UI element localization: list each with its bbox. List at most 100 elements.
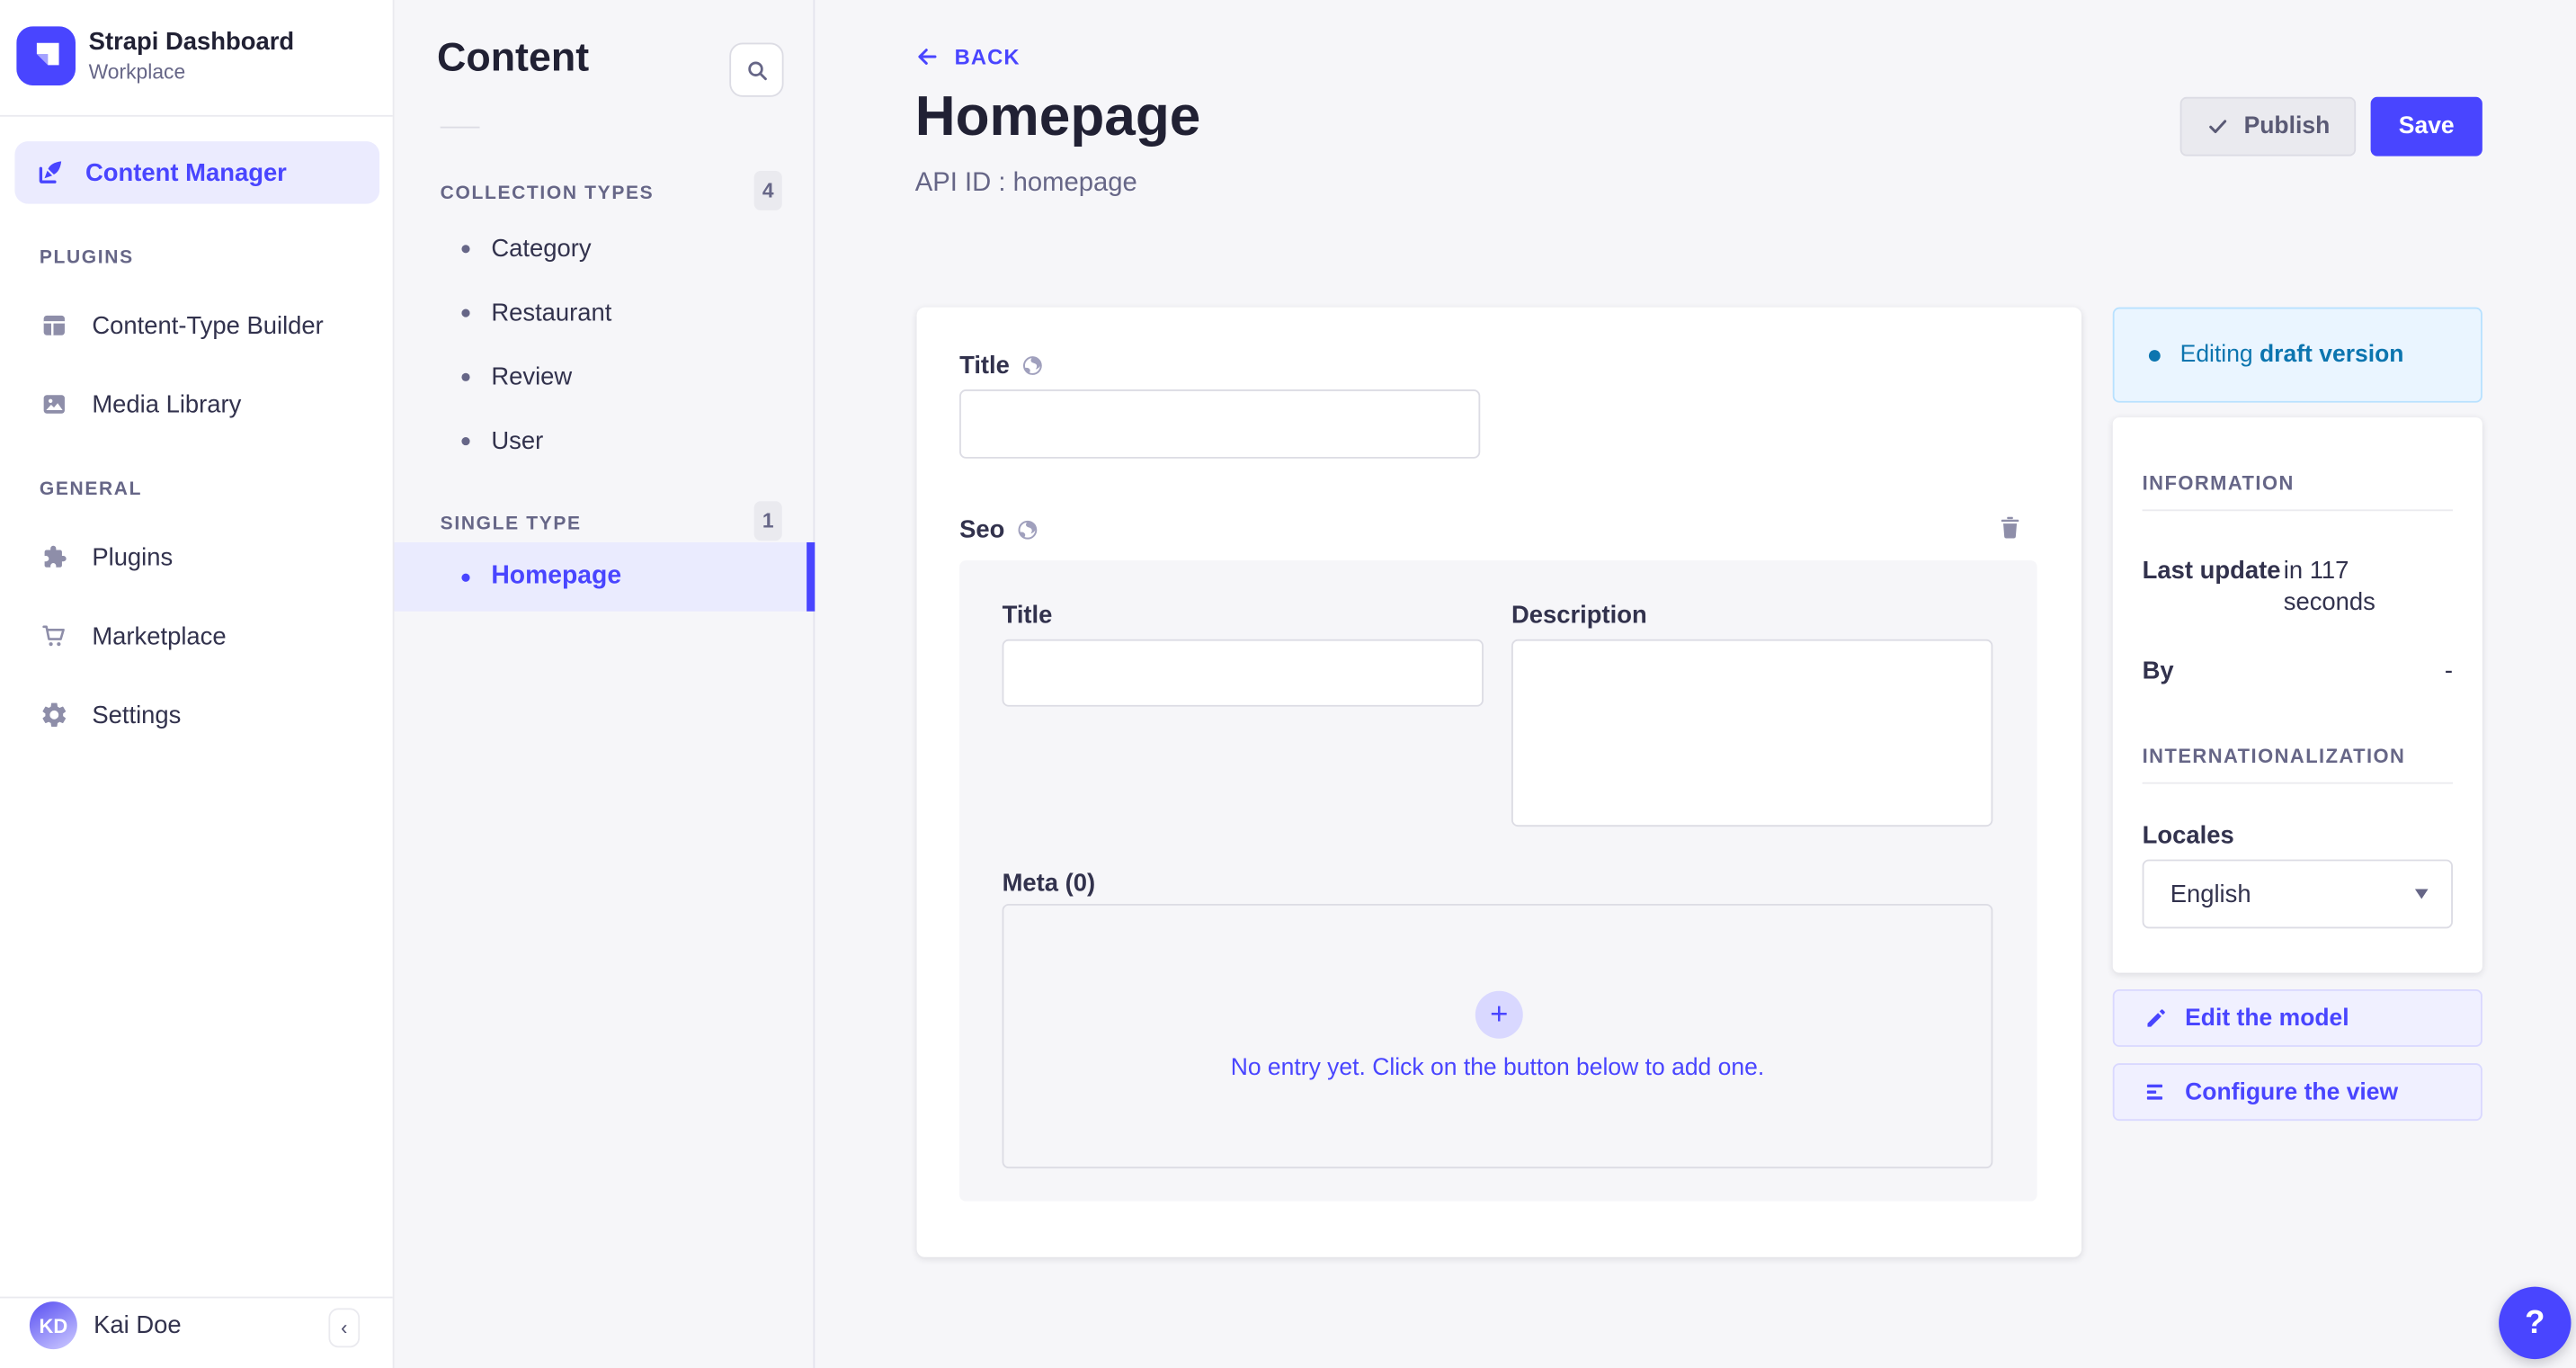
meta-empty-text: No entry yet. Click on the button below … [1230, 1055, 1765, 1082]
subnav-item-label: Restaurant [491, 298, 612, 326]
collapse-sidebar-button[interactable]: ‹ [328, 1308, 361, 1348]
help-button[interactable]: ? [2499, 1286, 2572, 1360]
subnav-item-label: User [491, 426, 544, 455]
sidebar-item-label: Content-Type Builder [92, 311, 324, 340]
subnav-item-label: Category [491, 234, 592, 263]
back-label: BACK [954, 44, 1021, 69]
action-label: Configure the view [2185, 1078, 2399, 1105]
sidebar-section-plugins: PLUGINS [39, 247, 134, 268]
subnav-item-user[interactable]: User [395, 417, 816, 463]
info-value: - [2444, 657, 2453, 685]
subnav-section-collection-types: COLLECTION TYPES [440, 183, 655, 204]
subnav-item-review[interactable]: Review [395, 353, 816, 399]
strapi-logo-icon [16, 26, 76, 86]
check-icon [2206, 115, 2230, 139]
sidebar-item-content-type-builder[interactable]: Content-Type Builder [40, 306, 324, 345]
image-icon [40, 389, 69, 419]
subnav-item-label: Review [491, 362, 573, 390]
sidebar-item-marketplace[interactable]: Marketplace [40, 616, 227, 656]
sidebar-item-label: Marketplace [92, 621, 227, 650]
seo-description-textarea[interactable] [1511, 639, 1993, 827]
info-value: in 117 seconds [2283, 557, 2375, 616]
bullet-icon [461, 572, 470, 581]
layout-icon [40, 310, 69, 340]
entry-form-card: Title Seo [916, 307, 2082, 1257]
draft-version-banner: Editing draft version [2112, 307, 2482, 403]
sidebar-item-label: Content Manager [85, 158, 287, 187]
sidebar-item-media-library[interactable]: Media Library [40, 385, 242, 425]
publish-label: Publish [2243, 113, 2331, 140]
divider [2142, 782, 2453, 784]
title-field-label: Title [959, 352, 1010, 380]
info-row-last-update: Last update in 117 seconds [2143, 557, 2453, 619]
api-id-subtitle: API ID : homepage [914, 169, 1137, 198]
arrow-left-icon [915, 44, 940, 68]
seo-title-label: Title [1002, 601, 1053, 630]
list-icon [2144, 1079, 2168, 1104]
edit-the-model-button[interactable]: Edit the model [2112, 988, 2482, 1047]
subnav-section-single-type: SINGLE TYPE [440, 514, 582, 534]
save-label: Save [2398, 113, 2455, 140]
divider [0, 114, 393, 117]
sidebar-item-label: Media Library [92, 389, 242, 419]
status-dot-icon [2148, 349, 2161, 362]
bullet-icon [461, 244, 470, 253]
delete-seo-button[interactable] [1996, 513, 2029, 546]
cart-icon [40, 621, 69, 651]
gear-icon [40, 700, 69, 729]
single-type-count: 1 [753, 501, 782, 541]
info-row-by: By - [2143, 657, 2453, 688]
locale-select[interactable]: English [2142, 859, 2453, 929]
divider [2142, 509, 2453, 512]
save-button[interactable]: Save [2370, 96, 2482, 156]
locales-label: Locales [2142, 821, 2234, 850]
add-meta-entry-button[interactable]: + [1475, 990, 1523, 1039]
collection-types-count: 4 [753, 171, 782, 210]
avatar: KD [29, 1301, 77, 1350]
subnav-item-restaurant[interactable]: Restaurant [395, 290, 816, 335]
search-icon [744, 57, 770, 83]
seo-title-input[interactable] [1002, 639, 1484, 707]
app-title: Strapi Dashboard [88, 28, 295, 57]
information-panel: INFORMATION Last update in 117 seconds B… [2112, 417, 2482, 973]
info-label: Last update [2142, 557, 2281, 586]
workspace-name: Workplace [88, 60, 186, 85]
title-input[interactable] [959, 389, 1481, 459]
search-button[interactable] [729, 42, 784, 97]
globe-icon [1021, 355, 1043, 377]
configure-the-view-button[interactable]: Configure the view [2112, 1063, 2482, 1122]
bullet-icon [461, 436, 470, 445]
sidebar-item-plugins[interactable]: Plugins [40, 537, 173, 577]
divider [440, 126, 480, 129]
sidebar-item-settings[interactable]: Settings [40, 695, 181, 735]
content-subnav: Content COLLECTION TYPES 4 Category Rest… [394, 0, 816, 1368]
seo-description-label: Description [1511, 601, 1647, 630]
subnav-item-homepage[interactable]: Homepage [394, 541, 816, 612]
chevron-left-icon: ‹ [341, 1316, 348, 1340]
user-name: Kai Doe [94, 1311, 182, 1340]
publish-button[interactable]: Publish [2179, 96, 2357, 156]
sidebar-section-general: GENERAL [39, 479, 143, 500]
sidebar-item-content-manager[interactable]: Content Manager [14, 141, 380, 204]
plus-icon: + [1490, 997, 1509, 1033]
main-sidebar: Strapi Dashboard Workplace Content Manag… [0, 0, 395, 1368]
user-menu[interactable]: KD Kai Doe [29, 1301, 182, 1350]
locale-selected-value: English [2170, 880, 2251, 908]
subnav-item-category[interactable]: Category [395, 225, 816, 271]
puzzle-icon [40, 542, 69, 572]
info-label: By [2142, 657, 2174, 685]
meta-empty-zone: + No entry yet. Click on the button belo… [1002, 903, 1993, 1169]
meta-repeatable-label: Meta (0) [1002, 869, 1096, 898]
internationalization-heading: INTERNATIONALIZATION [2142, 744, 2406, 768]
question-mark-icon: ? [2525, 1303, 2545, 1341]
action-label: Edit the model [2185, 1005, 2349, 1032]
brand: Strapi Dashboard Workplace [16, 26, 295, 86]
chevron-down-icon [2414, 889, 2429, 899]
sidebar-item-label: Plugins [92, 542, 174, 571]
subnav-title: Content [437, 36, 590, 81]
subnav-item-label: Homepage [491, 561, 622, 590]
feather-pen-icon [36, 157, 64, 187]
page-title: Homepage [914, 85, 1201, 148]
globe-icon [1016, 519, 1038, 541]
back-link[interactable]: BACK [915, 44, 1021, 69]
